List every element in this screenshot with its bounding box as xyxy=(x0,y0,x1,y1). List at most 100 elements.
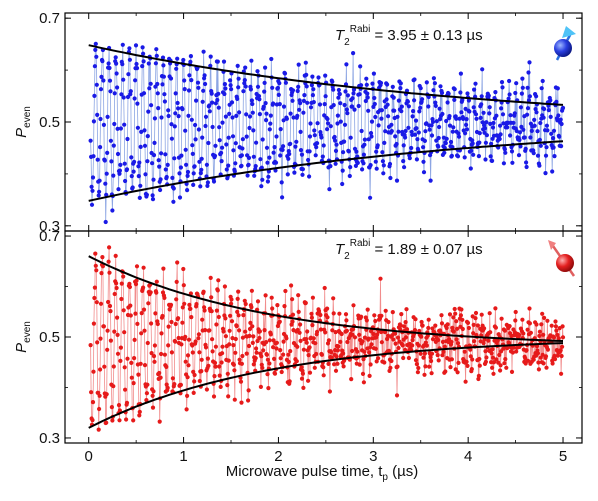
top-data-point xyxy=(344,107,349,112)
top-data-point xyxy=(263,65,268,70)
top-data-point xyxy=(422,138,427,143)
bottom-panel-data-marks xyxy=(88,245,566,432)
top-data-point xyxy=(254,140,259,145)
bottom-data-point xyxy=(148,290,153,295)
top-data-point xyxy=(497,136,502,142)
bottom-data-point xyxy=(114,281,119,286)
top-data-point xyxy=(293,144,298,149)
bottom-data-point xyxy=(545,347,551,352)
bottom-data-point xyxy=(333,368,339,373)
top-data-point xyxy=(91,154,96,159)
bottom-data-point xyxy=(154,290,159,295)
bottom-data-point xyxy=(157,419,162,424)
bottom-data-point xyxy=(296,293,301,298)
top-data-point xyxy=(133,78,138,83)
bottom-data-point xyxy=(199,369,204,374)
bottom-data-point xyxy=(486,338,491,343)
top-data-point xyxy=(315,141,320,146)
top-data-point xyxy=(226,135,231,140)
top-data-point xyxy=(334,142,339,147)
top-data-point xyxy=(466,98,471,103)
top-data-point xyxy=(362,142,367,147)
top-data-point xyxy=(103,219,108,225)
top-data-point xyxy=(223,114,228,119)
top-data-point xyxy=(246,155,252,160)
top-data-point xyxy=(544,145,549,150)
bottom-data-point xyxy=(549,323,554,328)
top-data-point xyxy=(431,88,436,93)
top-data-point xyxy=(421,170,427,175)
xlabel-unit: (µs) xyxy=(388,463,418,480)
bottom-data-point xyxy=(398,323,403,328)
top-data-point xyxy=(301,110,306,115)
top-data-point xyxy=(394,141,399,147)
top-data-point xyxy=(203,114,209,119)
bottom-data-point xyxy=(359,314,364,319)
top-data-point xyxy=(500,112,506,117)
top-data-point xyxy=(126,72,131,77)
top-data-point xyxy=(358,64,363,69)
top-data-point xyxy=(136,174,141,179)
bottom-data-point xyxy=(250,324,255,329)
bottom-data-point xyxy=(294,359,299,364)
top-data-point xyxy=(559,121,564,127)
bottom-data-point xyxy=(544,365,549,370)
top-data-point xyxy=(486,93,491,98)
top-data-point xyxy=(245,173,250,178)
top-data-point xyxy=(368,163,373,168)
bottom-data-point xyxy=(216,314,221,320)
bottom-data-point xyxy=(462,349,467,354)
bottom-data-point xyxy=(465,320,471,325)
top-data-point xyxy=(336,95,341,100)
bottom-data-point xyxy=(187,302,192,307)
bottom-data-point xyxy=(524,348,529,353)
bottom-data-point xyxy=(322,285,327,291)
bottom-data-point xyxy=(385,336,390,342)
bottom-data-point xyxy=(193,339,198,344)
bottom-data-point xyxy=(139,311,144,316)
top-data-point xyxy=(264,111,269,116)
top-data-point xyxy=(188,59,193,64)
top-data-point xyxy=(552,154,557,159)
top-data-point xyxy=(351,51,356,56)
bottom-data-point xyxy=(260,365,265,370)
bottom-data-point xyxy=(331,311,336,316)
top-data-point xyxy=(323,94,328,99)
bottom-data-point xyxy=(455,326,460,331)
bottom-data-point xyxy=(299,376,305,381)
bottom-data-point xyxy=(484,355,489,360)
bottom-data-point xyxy=(225,383,230,388)
top-data-point xyxy=(436,135,441,141)
top-data-point xyxy=(216,105,221,110)
bottom-data-point xyxy=(249,288,254,293)
bottom-data-point xyxy=(173,321,178,327)
bottom-data-point xyxy=(540,352,545,357)
top-data-point xyxy=(385,82,390,87)
top-data-point xyxy=(292,170,297,175)
top-data-point xyxy=(242,81,247,86)
bottom-data-point xyxy=(556,336,561,341)
bottom-data-point xyxy=(455,370,460,375)
bottom-data-point xyxy=(329,355,334,360)
top-data-point xyxy=(111,173,116,178)
bottom-data-point xyxy=(232,368,237,373)
bottom-data-point xyxy=(131,381,136,386)
bottom-data-point xyxy=(422,351,427,356)
bottom-data-point xyxy=(243,329,248,334)
top-data-point xyxy=(543,171,548,176)
top-data-point xyxy=(433,100,438,105)
top-data-point xyxy=(114,71,119,76)
bottom-data-point xyxy=(476,376,481,382)
top-data-point xyxy=(509,149,515,154)
bottom-data-point xyxy=(394,393,400,398)
top-data-point xyxy=(541,115,546,120)
top-data-point xyxy=(516,153,522,158)
bottom-data-point xyxy=(329,350,334,355)
bottom-data-point xyxy=(192,372,197,378)
bottom-data-point xyxy=(286,352,291,357)
bottom-data-point xyxy=(242,298,247,303)
bottom-data-point xyxy=(213,364,218,369)
bottom-data-point xyxy=(151,354,157,359)
bottom-data-point xyxy=(319,352,324,357)
